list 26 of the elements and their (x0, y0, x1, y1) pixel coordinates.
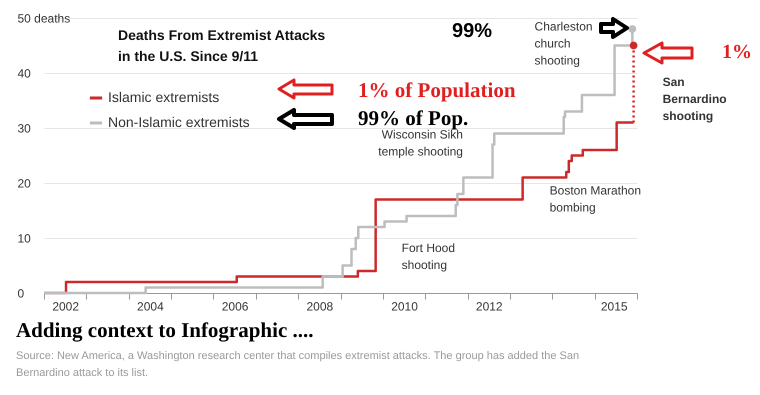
y-tick-label: 50 deaths (18, 12, 70, 26)
y-tick-label: 20 (18, 176, 32, 190)
source-note: Source: New America, a Washington research center that compiles extremist attacks. The group has added the San Bernardino attack to its list. (16, 350, 580, 379)
x-tick-label: 2006 (222, 300, 249, 314)
y-tick-label: 40 (18, 66, 32, 80)
x-tick-label: 2004 (137, 300, 164, 314)
text: Adding context to Infographic .... (16, 318, 314, 342)
y-tick-label: 10 (18, 232, 32, 246)
y-tick-label: 0 (18, 286, 24, 300)
legend-label: Non-Islamic extremists (108, 114, 250, 130)
annotation: Charleston church shooting (534, 20, 593, 68)
annotation: 1% of Population (358, 78, 516, 102)
annotation: 99% of Pop. (358, 106, 468, 130)
x-tick-label: 2010 (391, 300, 418, 314)
text: 1% (722, 41, 752, 63)
x-tick-label: 2015 (600, 300, 628, 314)
legend-label: Islamic extremists (108, 89, 220, 105)
annotation: Boston Marathon bombing (550, 184, 642, 214)
annotation: San Bernardino shooting (662, 75, 727, 123)
x-tick-label: 2012 (476, 300, 503, 314)
x-tick-label: 2008 (306, 300, 334, 314)
x-tick-label: 2002 (52, 300, 80, 314)
annotation: Fort Hood shooting (402, 241, 456, 272)
text: Deaths From Extremist Attacks in the U.S. Since 9/11 (118, 27, 326, 64)
y-tick-label: 30 (18, 122, 32, 136)
annotation: 99% (452, 20, 492, 42)
